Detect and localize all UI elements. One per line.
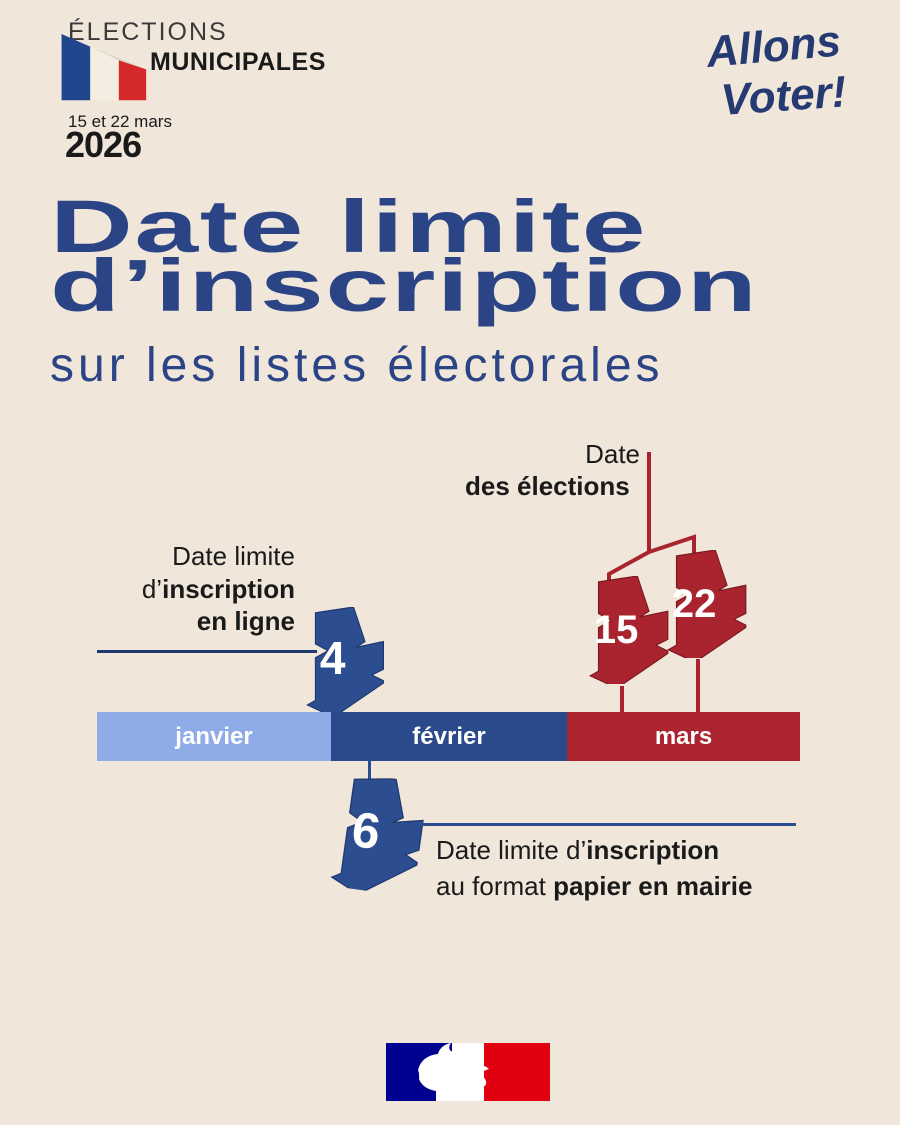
svg-text:15: 15 bbox=[594, 608, 638, 652]
svg-text:22: 22 bbox=[672, 582, 716, 626]
